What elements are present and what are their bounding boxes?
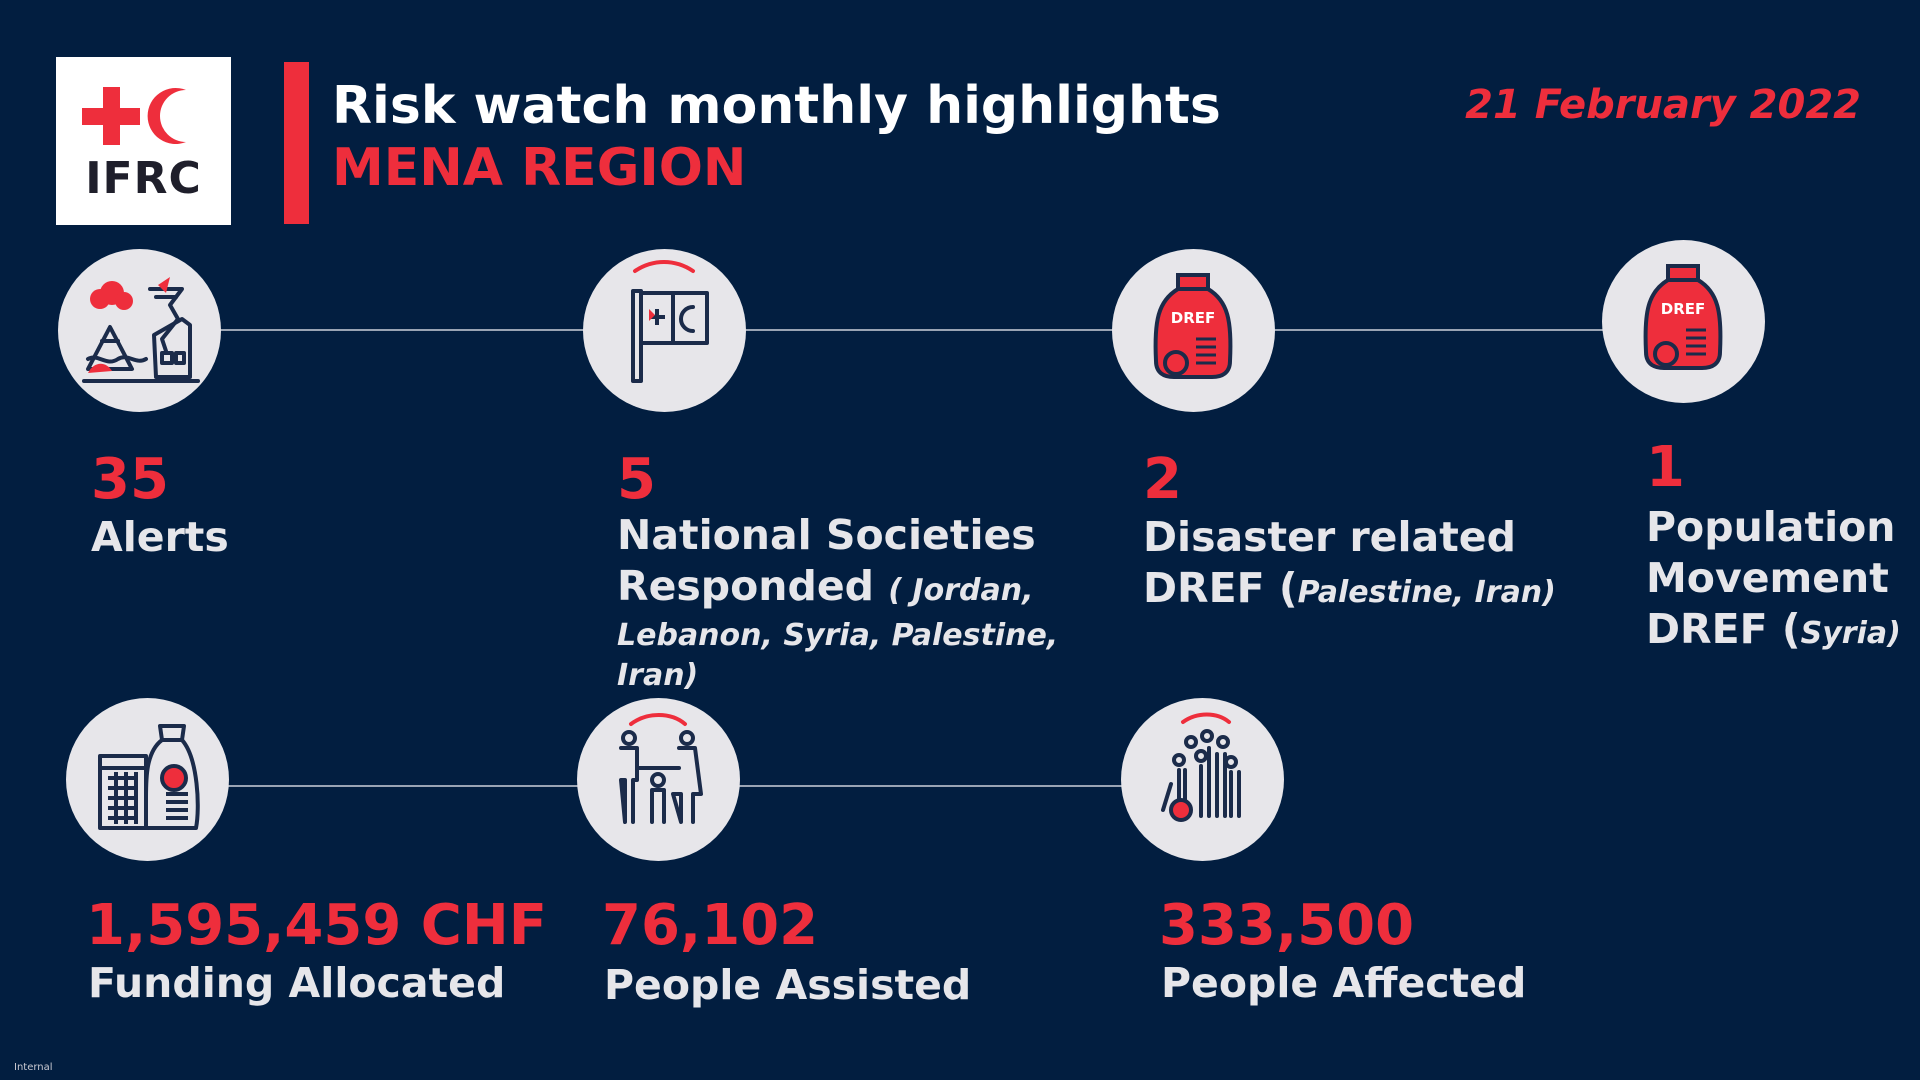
dref-bag-icon: DREF [1153,273,1233,379]
ifrc-logo: IFRC [56,57,231,225]
classification-note: Internal [14,1062,53,1073]
alerts-label: Alerts [91,513,229,561]
national-societies-icon-circle [583,249,746,412]
alerts-value: 35 [91,447,169,512]
population-dref-label: Population Movement DREF (Syria) [1646,503,1901,653]
people-affected-value: 333,500 [1159,893,1415,958]
family-icon [619,713,703,824]
alerts-icon-circle [58,249,221,412]
funding-icon-circle [66,698,229,861]
people-affected-label: People Affected [1161,959,1527,1007]
population-dref-value: 1 [1646,435,1685,500]
funding-label: Funding Allocated [88,959,506,1007]
national-societies-value: 5 [617,447,656,512]
people-assisted-value: 76,102 [602,893,819,958]
svg-text:DREF: DREF [1171,309,1216,327]
title-accent-bar [284,62,309,224]
connector-line-row1 [140,329,1680,331]
disaster-dref-icon-circle: DREF [1112,249,1275,412]
report-date: 21 February 2022 [1465,82,1861,128]
red-cross-crescent-icon [82,87,186,145]
people-affected-icon-circle [1121,698,1284,861]
dref-bag-icon: DREF [1643,264,1723,370]
disaster-dref-label: Disaster related DREF (Palestine, Iran) [1143,513,1556,612]
people-assisted-icon-circle [577,698,740,861]
disaster-dref-value: 2 [1143,447,1182,512]
hazards-icon [82,277,200,383]
page-title: Risk watch monthly highlights [332,76,1221,136]
logo-text: IFRC [85,153,202,204]
funding-calculator-icon [98,724,200,830]
national-societies-label: National Societies Responded ( Jordan, L… [617,511,1059,693]
red-cross-crescent-flag-icon [631,260,709,383]
svg-text:DREF: DREF [1661,300,1706,318]
crowd-icon [1161,712,1241,822]
funding-value: 1,595,459 CHF [86,893,548,958]
population-dref-icon-circle: DREF [1602,240,1765,403]
people-assisted-label: People Assisted [604,961,972,1009]
region-subtitle: MENA REGION [332,138,747,198]
